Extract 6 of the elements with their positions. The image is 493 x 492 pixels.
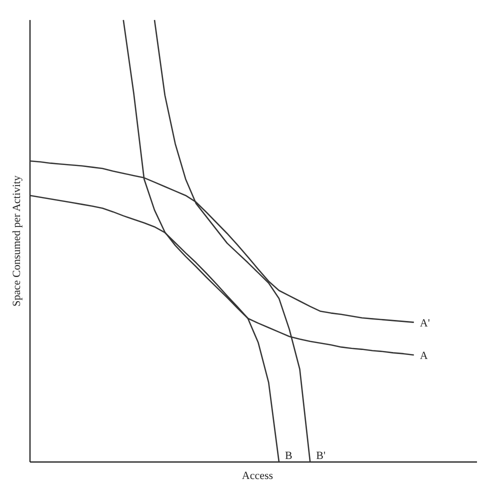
series-label: A' xyxy=(420,317,430,330)
series-label: A xyxy=(420,350,428,362)
series-label: B' xyxy=(316,450,326,462)
x-axis-title: Access xyxy=(242,470,274,482)
y-axis-title: Space Consumed per Activity xyxy=(11,174,23,307)
series-label: B xyxy=(285,450,292,462)
